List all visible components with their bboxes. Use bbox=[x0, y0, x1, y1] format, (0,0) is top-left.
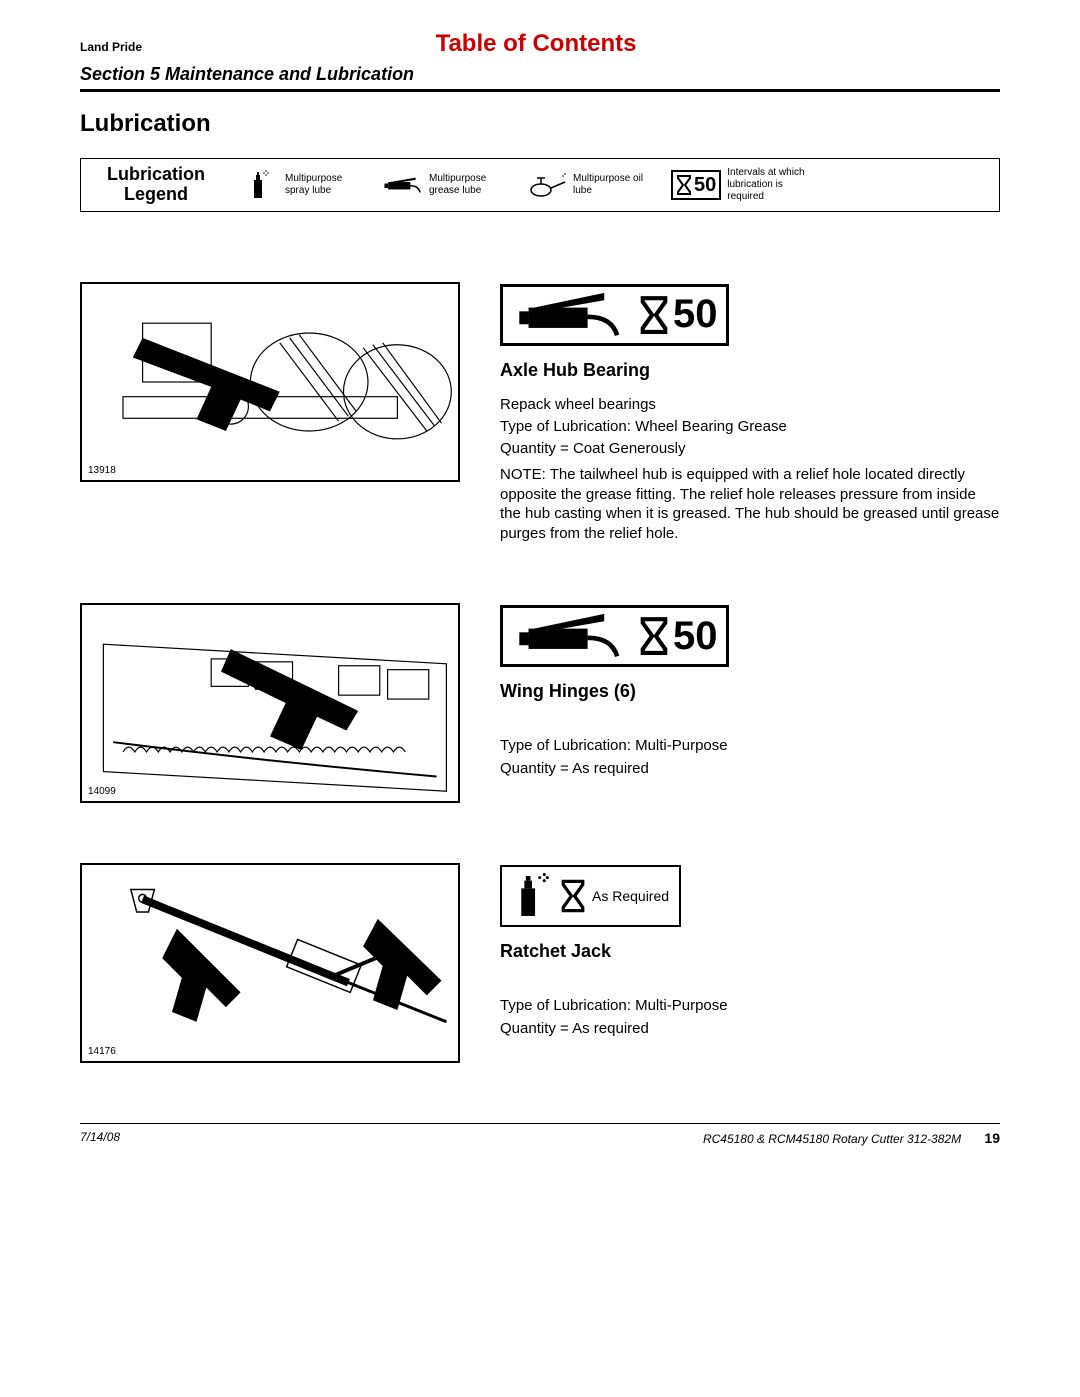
figure-number: 14176 bbox=[88, 1046, 116, 1057]
grease-gun-icon bbox=[383, 173, 423, 197]
legend-interval: 50 Intervals at which lubrication is req… bbox=[671, 167, 807, 203]
interval-badge: As Required bbox=[500, 865, 681, 927]
section-heading: Section 5 Maintenance and Lubrication bbox=[80, 64, 1000, 85]
item-line: Type of Lubrication: Multi-Purpose bbox=[500, 736, 1000, 756]
page-title: Lubrication bbox=[80, 110, 1000, 138]
footer-doc: RC45180 & RCM45180 Rotary Cutter 312-382… bbox=[703, 1132, 961, 1146]
item-line: Repack wheel bearings bbox=[500, 395, 1000, 415]
item-line: Type of Lubrication: Multi-Purpose bbox=[500, 996, 1000, 1016]
footer-date: 7/14/08 bbox=[80, 1130, 120, 1146]
grease-gun-icon bbox=[511, 612, 631, 660]
brand-label: Land Pride bbox=[80, 40, 142, 54]
figure-13918: 13918 bbox=[80, 282, 460, 482]
legend-title: LubricationLegend bbox=[91, 165, 221, 205]
item-title: Wing Hinges (6) bbox=[500, 681, 1000, 702]
lube-item-ratchet-jack: 14176 As Required Ratchet Jack Type of L… bbox=[80, 863, 1000, 1063]
lube-item-axle-hub: 13918 50 Axle Hub Bearing Repack wheel b… bbox=[80, 282, 1000, 544]
spray-can-icon bbox=[248, 170, 270, 200]
oil-can-icon bbox=[527, 172, 567, 198]
legend-grease: Multipurpose grease lube bbox=[383, 173, 509, 197]
item-title: Axle Hub Bearing bbox=[500, 360, 1000, 381]
header-divider bbox=[80, 89, 1000, 92]
figure-number: 14099 bbox=[88, 786, 116, 797]
item-line: Type of Lubrication: Wheel Bearing Greas… bbox=[500, 417, 1000, 437]
lubrication-legend: LubricationLegend Multipurpose spray lub… bbox=[80, 158, 1000, 212]
item-line: Quantity = Coat Generously bbox=[500, 439, 1000, 459]
item-line bbox=[500, 716, 1000, 734]
interval-badge: 50 bbox=[500, 605, 729, 667]
interval-badge: 50 bbox=[500, 284, 729, 346]
hourglass-icon bbox=[560, 877, 586, 915]
spray-can-icon bbox=[512, 873, 552, 919]
figure-14099: 14099 bbox=[80, 603, 460, 803]
hourglass-icon bbox=[639, 615, 669, 657]
item-line: Quantity = As required bbox=[500, 759, 1000, 779]
item-line: Quantity = As required bbox=[500, 1019, 1000, 1039]
hourglass-icon bbox=[676, 174, 692, 196]
item-title: Ratchet Jack bbox=[500, 941, 1000, 962]
hourglass-icon bbox=[639, 294, 669, 336]
lube-item-wing-hinges: 14099 50 Wing Hinges (6) Type of Lubrica… bbox=[80, 603, 1000, 803]
toc-link[interactable]: Table of Contents bbox=[142, 30, 930, 58]
item-note: NOTE: The tailwheel hub is equipped with… bbox=[500, 465, 1000, 543]
figure-14176: 14176 bbox=[80, 863, 460, 1063]
page-footer: 7/14/08 RC45180 & RCM45180 Rotary Cutter… bbox=[80, 1123, 1000, 1146]
legend-spray: Multipurpose spray lube bbox=[239, 170, 365, 200]
legend-oil: Multipurpose oil lube bbox=[527, 172, 653, 198]
item-line bbox=[500, 976, 1000, 994]
page-number: 19 bbox=[984, 1130, 1000, 1146]
figure-number: 13918 bbox=[88, 465, 116, 476]
grease-gun-icon bbox=[511, 291, 631, 339]
